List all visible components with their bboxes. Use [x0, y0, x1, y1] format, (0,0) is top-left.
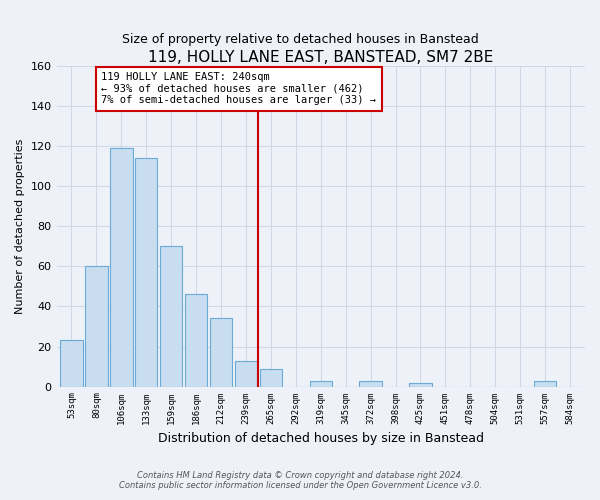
Bar — [235, 360, 257, 386]
Bar — [409, 382, 431, 386]
X-axis label: Distribution of detached houses by size in Banstead: Distribution of detached houses by size … — [158, 432, 484, 445]
Text: Contains HM Land Registry data © Crown copyright and database right 2024.
Contai: Contains HM Land Registry data © Crown c… — [119, 470, 481, 490]
Bar — [534, 380, 556, 386]
Bar — [110, 148, 133, 386]
Y-axis label: Number of detached properties: Number of detached properties — [15, 138, 25, 314]
Title: 119, HOLLY LANE EAST, BANSTEAD, SM7 2BE: 119, HOLLY LANE EAST, BANSTEAD, SM7 2BE — [148, 50, 493, 65]
Bar — [60, 340, 83, 386]
Bar — [160, 246, 182, 386]
Bar — [210, 318, 232, 386]
Text: Size of property relative to detached houses in Banstead: Size of property relative to detached ho… — [122, 32, 478, 46]
Bar — [85, 266, 107, 386]
Text: 119 HOLLY LANE EAST: 240sqm
← 93% of detached houses are smaller (462)
7% of sem: 119 HOLLY LANE EAST: 240sqm ← 93% of det… — [101, 72, 376, 106]
Bar — [359, 380, 382, 386]
Bar — [185, 294, 208, 386]
Bar — [135, 158, 157, 386]
Bar — [260, 368, 282, 386]
Bar — [310, 380, 332, 386]
